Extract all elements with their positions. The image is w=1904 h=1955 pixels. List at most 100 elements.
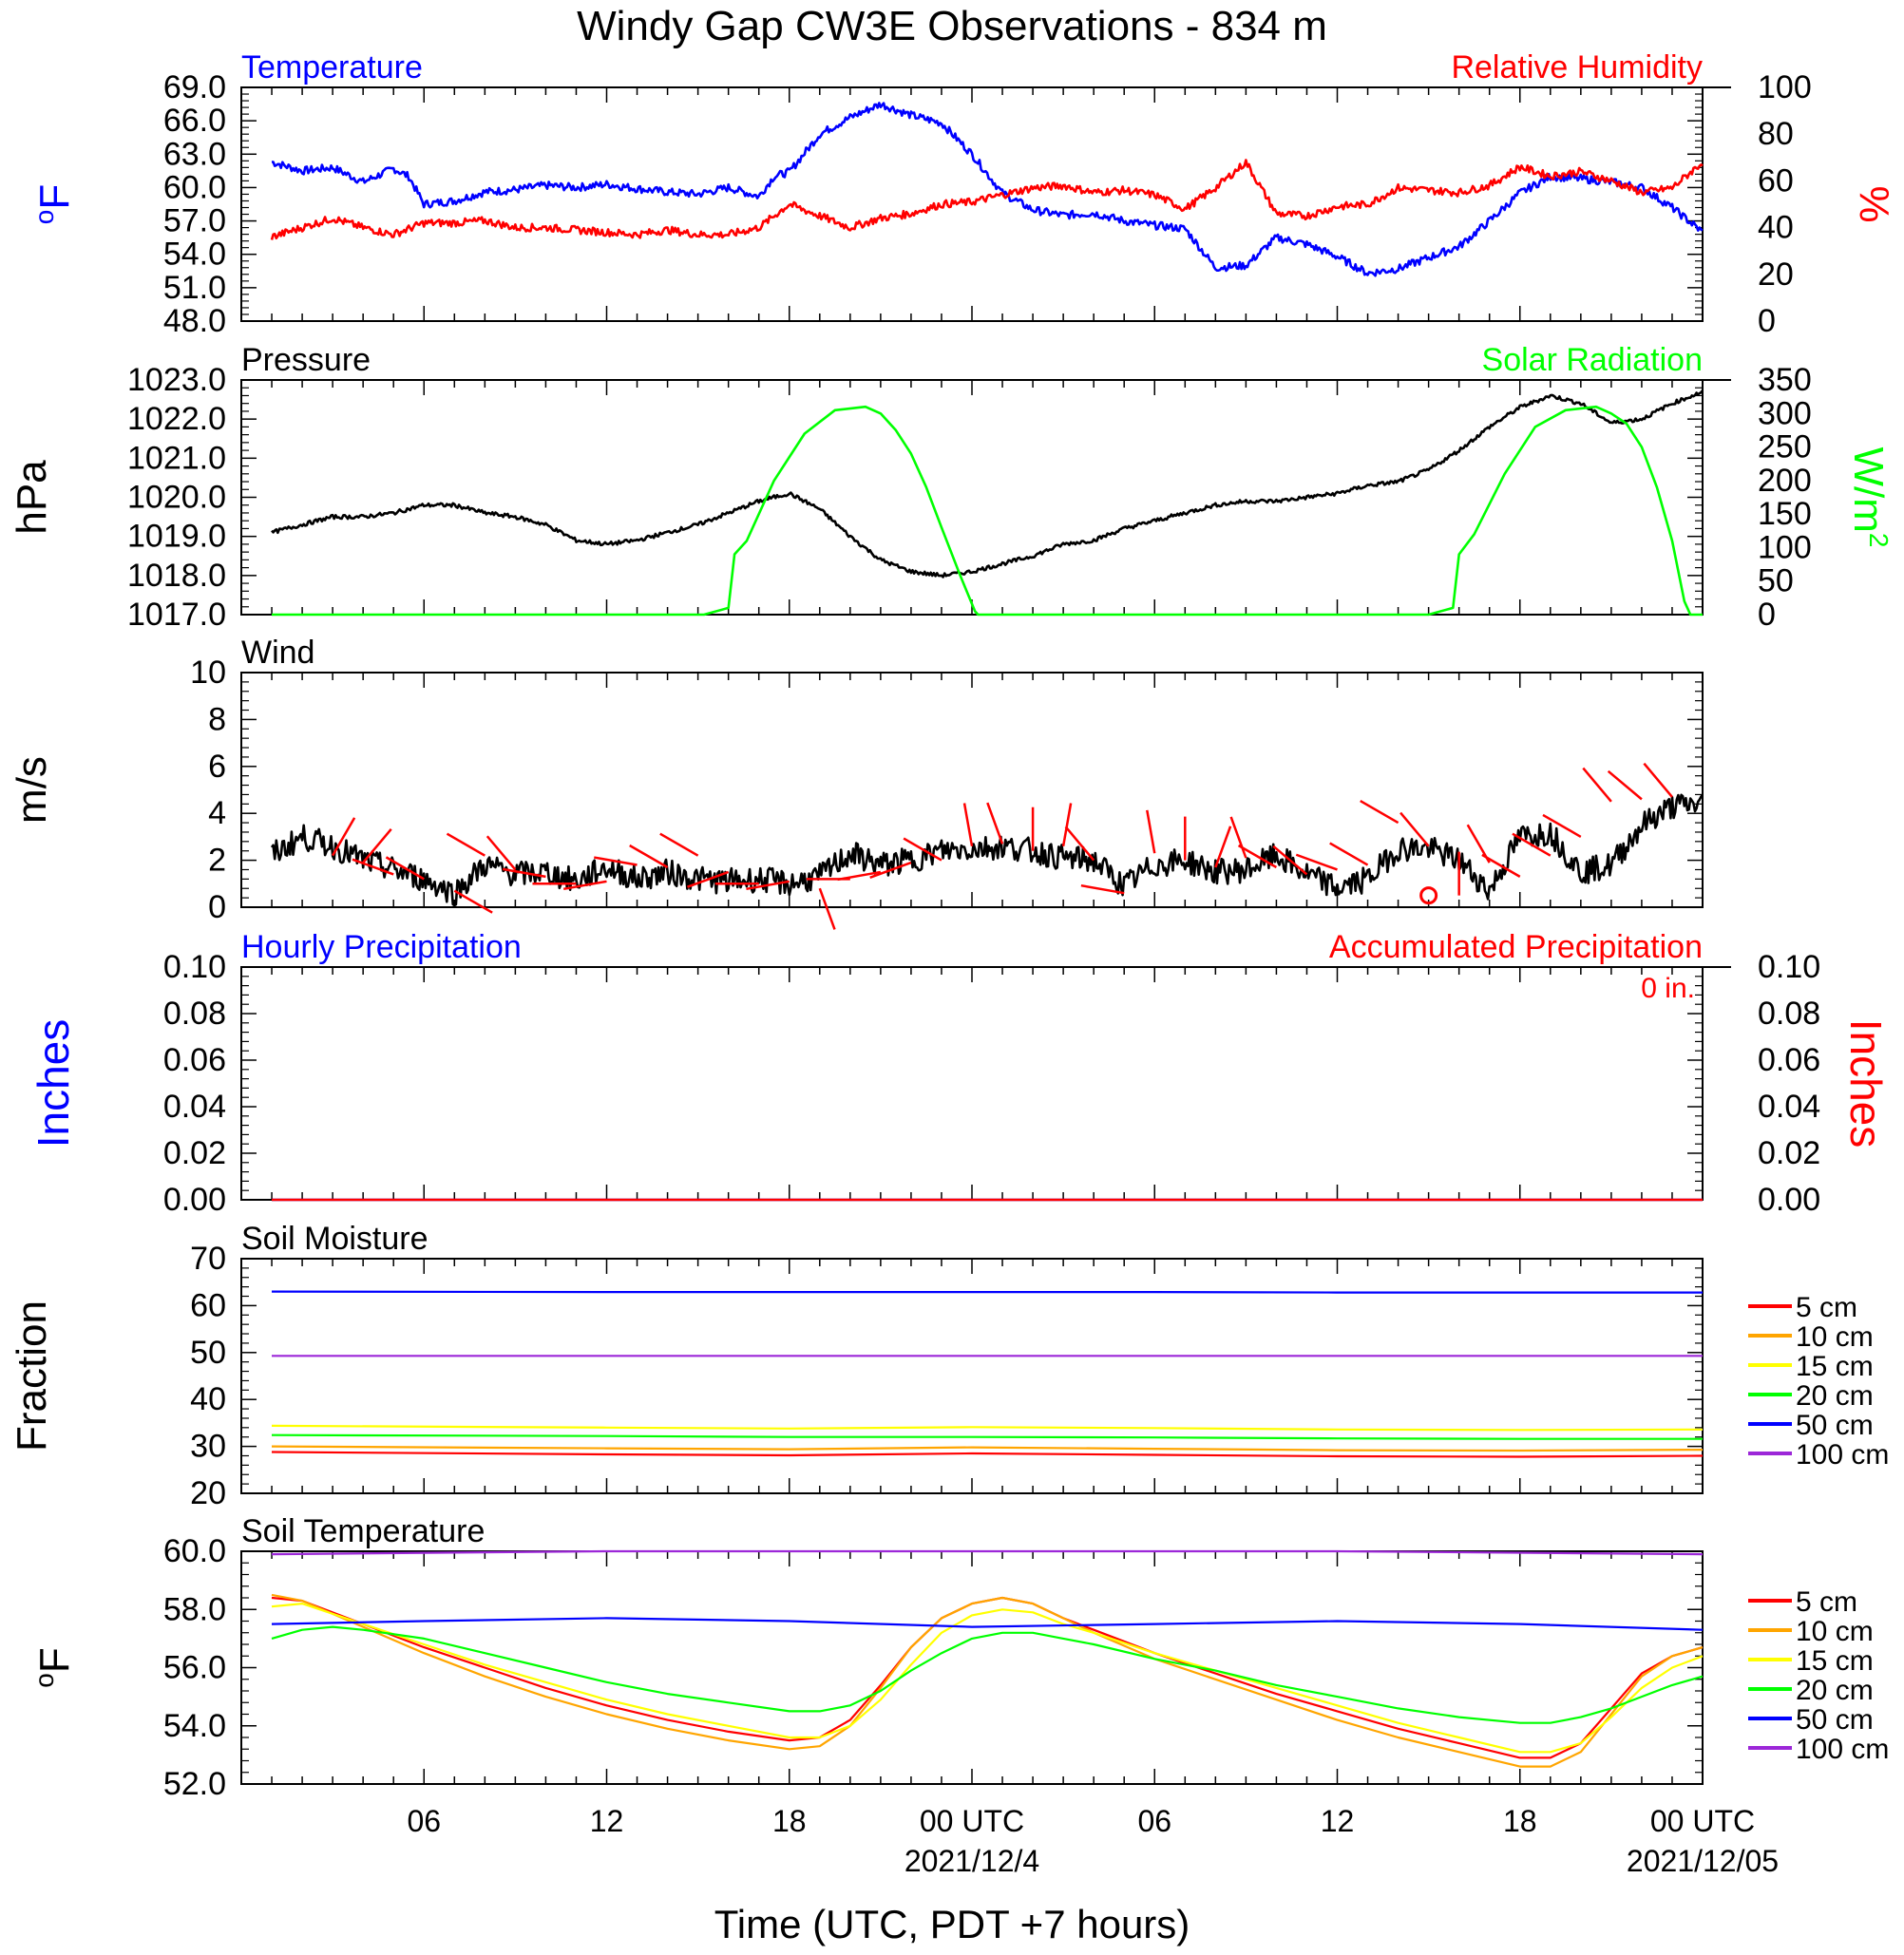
y-right-tick-label: 250 xyxy=(1758,429,1812,465)
y-tick-label: 10 xyxy=(190,655,226,691)
wind-barb xyxy=(986,802,1004,845)
y-right-tick-label: 100 xyxy=(1758,529,1812,565)
wind-barb xyxy=(1643,762,1673,798)
y-axis-label: m/s xyxy=(9,756,55,824)
y-tick-label: 1018.0 xyxy=(127,558,226,594)
series-line-50-cm xyxy=(271,1617,1704,1631)
series-line-wind xyxy=(270,793,1704,907)
wind-barb xyxy=(1512,832,1552,857)
y-right-tick-label: 50 xyxy=(1758,563,1794,599)
wind-barb xyxy=(659,832,699,857)
legend-label: 100 cm xyxy=(1796,1439,1889,1471)
series-line-relative-humidity xyxy=(270,159,1704,240)
wind-barb xyxy=(1542,813,1582,838)
plot-frame xyxy=(240,672,1704,908)
wind-barb xyxy=(687,870,730,888)
y-tick-label: 54.0 xyxy=(163,237,226,273)
y-right-tick-label: 0 xyxy=(1758,597,1776,633)
y-tick-label: 1021.0 xyxy=(127,440,226,476)
wind-barb xyxy=(385,856,425,881)
wind-barb xyxy=(629,844,669,869)
wind-barb xyxy=(1607,769,1643,801)
wind-barb xyxy=(1582,767,1612,803)
legend-label: 20 cm xyxy=(1796,1675,1874,1706)
y-tick-label: 1022.0 xyxy=(127,401,226,437)
panel-title-left: Hourly Precipitation xyxy=(241,929,522,965)
wind-barb xyxy=(352,858,394,876)
y-right-tick-label: 0 xyxy=(1758,303,1776,339)
y-tick-label: 0.08 xyxy=(163,996,226,1032)
panel-title-left: Pressure xyxy=(241,342,371,378)
y-right-tick-label: 60 xyxy=(1758,162,1794,199)
plot-frame xyxy=(240,1258,1704,1494)
calm-wind-marker xyxy=(1419,886,1438,905)
legend-label: 50 cm xyxy=(1796,1410,1874,1441)
panel-title-left: Soil Temperature xyxy=(241,1513,485,1549)
wind-barb xyxy=(1360,799,1399,825)
y-right-tick-label: 100 xyxy=(1758,69,1812,105)
y-right-tick-label: 0.06 xyxy=(1758,1042,1820,1078)
legend-label: 15 cm xyxy=(1796,1351,1874,1382)
panel-precip: Hourly Precipitation Accumulated Precipit… xyxy=(29,929,1891,1218)
wind-barb xyxy=(1237,844,1278,869)
y-tick-label: 57.0 xyxy=(163,203,226,239)
panel-pressure_solar: Pressure Solar Radiation 1017.01018.01019.… xyxy=(9,342,1894,633)
plot-frame xyxy=(240,379,1704,616)
y-right-axis-label: % xyxy=(1851,185,1897,222)
series-line-15-cm xyxy=(271,1603,1704,1754)
wind-barb xyxy=(837,870,882,882)
legend-label: 100 cm xyxy=(1796,1734,1889,1765)
series-line-solar-radiation xyxy=(272,405,1703,617)
y-tick-label: 8 xyxy=(208,701,226,737)
y-right-tick-label: 80 xyxy=(1758,116,1794,152)
wind-barb xyxy=(453,889,493,914)
y-tick-label: 60 xyxy=(190,1287,226,1323)
panel-title-right: Accumulated Precipitation xyxy=(1329,929,1703,965)
wind-barb xyxy=(903,837,942,862)
panel-soil_temperature: Soil Temperature 52.0 54.0 56.0 58.0 60.0 06 12… xyxy=(29,1513,1889,1878)
y-right-tick-label: 150 xyxy=(1758,496,1812,532)
series-line-100-cm xyxy=(271,1549,1704,1556)
legend-label: 50 cm xyxy=(1796,1704,1874,1736)
y-tick-label: 0 xyxy=(208,889,226,925)
y-tick-label: 1019.0 xyxy=(127,519,226,555)
y-tick-label: 40 xyxy=(190,1381,226,1417)
wind-barb xyxy=(1295,853,1338,871)
panel-soil_moisture: Soil Moisture 20 30 40 50 60 70 Fraction 5 cm10 … xyxy=(9,1221,1889,1511)
y-right-tick-label: 350 xyxy=(1758,362,1812,398)
y-tick-label: 50 xyxy=(190,1335,226,1371)
wind-barb xyxy=(1272,845,1308,876)
y-tick-label: 30 xyxy=(190,1429,226,1465)
y-tick-label: 48.0 xyxy=(163,303,226,339)
x-tick-label: 00 UTC xyxy=(920,1804,1024,1838)
y-tick-label: 52.0 xyxy=(163,1766,226,1802)
y-right-tick-label: 0.04 xyxy=(1758,1089,1820,1125)
panel-title-left: Wind xyxy=(241,635,314,671)
y-right-axis-label: Inches xyxy=(1841,1019,1891,1148)
y-right-tick-label: 300 xyxy=(1758,395,1812,431)
y-tick-label: 0.02 xyxy=(163,1135,226,1171)
y-right-tick-label: 0.00 xyxy=(1758,1182,1820,1218)
y-axis-label: Inches xyxy=(29,1019,78,1148)
y-axis-label: hPa xyxy=(9,460,55,535)
y-tick-label: 1017.0 xyxy=(127,597,226,633)
wind-barb xyxy=(1399,811,1430,847)
chart-title: Windy Gap CW3E Observations - 834 m xyxy=(577,3,1327,49)
x-tick-label: 12 xyxy=(590,1804,624,1838)
series-line-10-cm xyxy=(271,1593,1704,1768)
panels: Temperature Relative Humidity48.051.054.0… xyxy=(9,49,1897,1878)
panel-title-right: Solar Radiation xyxy=(1482,342,1703,378)
wind-barb xyxy=(446,832,486,857)
panel-title-left: Temperature xyxy=(241,49,423,85)
y-tick-label: 70 xyxy=(190,1241,226,1277)
x-tick-label: 18 xyxy=(772,1804,807,1838)
y-tick-label: 63.0 xyxy=(163,136,226,172)
wind-barb xyxy=(869,861,912,879)
wind-barb xyxy=(332,817,356,857)
y-axis-label: oF xyxy=(29,1647,78,1687)
y-tick-label: 6 xyxy=(208,749,226,785)
wind-barb xyxy=(594,856,638,866)
plot-frame xyxy=(240,966,1704,1201)
wind-barb xyxy=(1146,809,1156,854)
